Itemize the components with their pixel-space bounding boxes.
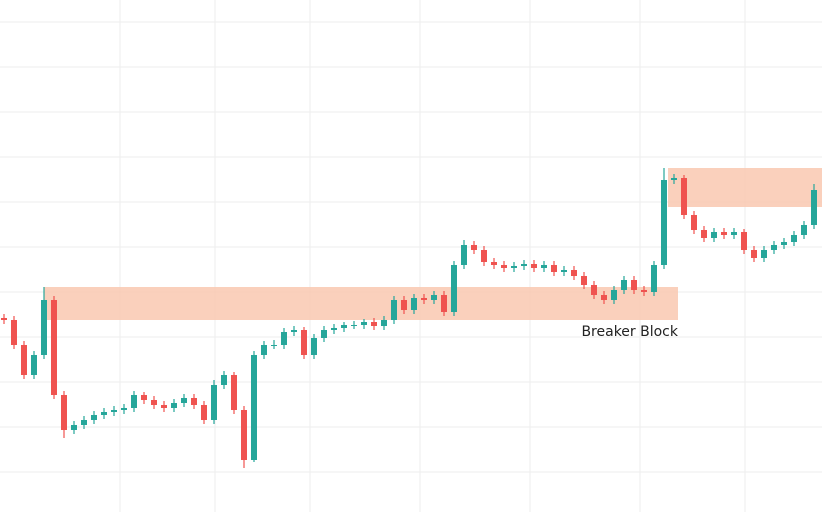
candle-body [721, 232, 727, 235]
candle-body [611, 290, 617, 300]
candle-body [161, 405, 167, 408]
candle-body [91, 415, 97, 420]
candle-body [221, 375, 227, 385]
candle-body [101, 412, 107, 415]
candle-body [31, 355, 37, 375]
candle-body [231, 375, 237, 410]
candle-body [741, 232, 747, 250]
candle-body [431, 295, 437, 300]
candle-body [691, 215, 697, 230]
candle-body [451, 265, 457, 312]
candle-body [311, 338, 317, 355]
candle-body [321, 330, 327, 338]
candle-body [341, 325, 347, 328]
candle-body [81, 420, 87, 425]
candle-body [681, 178, 687, 215]
candle-body [521, 264, 527, 266]
zone [44, 287, 678, 320]
zone [668, 168, 822, 207]
candle-body [131, 395, 137, 408]
candle-body [551, 265, 557, 272]
candle-body [21, 345, 27, 375]
candle-body [471, 245, 477, 250]
candle-body [281, 332, 287, 345]
candle-body [491, 262, 497, 265]
candle-body [731, 232, 737, 235]
candle-body [801, 225, 807, 235]
candle-body [371, 322, 377, 326]
candle-body [51, 300, 57, 395]
candle-body [461, 245, 467, 265]
candle-body [251, 355, 257, 460]
annotation: Breaker Block [581, 324, 678, 340]
candle-body [421, 298, 427, 300]
candle-body [641, 290, 647, 292]
candle-body [271, 345, 277, 346]
candle-body [701, 230, 707, 238]
candle-body [571, 270, 577, 276]
candle-body [761, 250, 767, 258]
candle-body [71, 425, 77, 430]
candle-body [141, 395, 147, 400]
candle-body [61, 395, 67, 430]
candle-body [111, 410, 117, 412]
candle-body [771, 245, 777, 250]
candle-body [411, 298, 417, 310]
candle-body [171, 403, 177, 408]
candle-body [511, 266, 517, 268]
candle-body [291, 330, 297, 332]
candle-body [181, 398, 187, 403]
candle-body [361, 322, 367, 325]
candle-body [671, 178, 677, 180]
candle-body [1, 318, 7, 320]
candle-body [711, 232, 717, 238]
candle-body [621, 280, 627, 290]
candle-body [391, 300, 397, 320]
candle-body [351, 325, 357, 326]
candle-body [191, 398, 197, 405]
candle-body [211, 385, 217, 420]
candle-body [331, 328, 337, 330]
candle-body [581, 276, 587, 285]
candle-body [591, 285, 597, 295]
candle-body [501, 265, 507, 268]
candle-body [661, 180, 667, 265]
candle-body [121, 408, 127, 410]
candle-body [401, 300, 407, 310]
candle-body [11, 320, 17, 345]
candle-body [381, 320, 387, 326]
candle-body [541, 265, 547, 268]
candle-body [791, 235, 797, 242]
candle-body [601, 295, 607, 300]
candle-body [151, 400, 157, 405]
candle-body [751, 250, 757, 258]
candle-body [811, 190, 817, 225]
candle-body [631, 280, 637, 290]
candle-body [651, 265, 657, 292]
candle-body [301, 330, 307, 355]
candle-body [781, 242, 787, 245]
candle-body [241, 410, 247, 460]
candle-body [261, 345, 267, 355]
candle-body [561, 270, 567, 272]
candle-body [441, 295, 447, 312]
candle-body [531, 264, 537, 268]
candle-body [481, 250, 487, 262]
candle-body [201, 405, 207, 420]
candle-body [41, 300, 47, 355]
